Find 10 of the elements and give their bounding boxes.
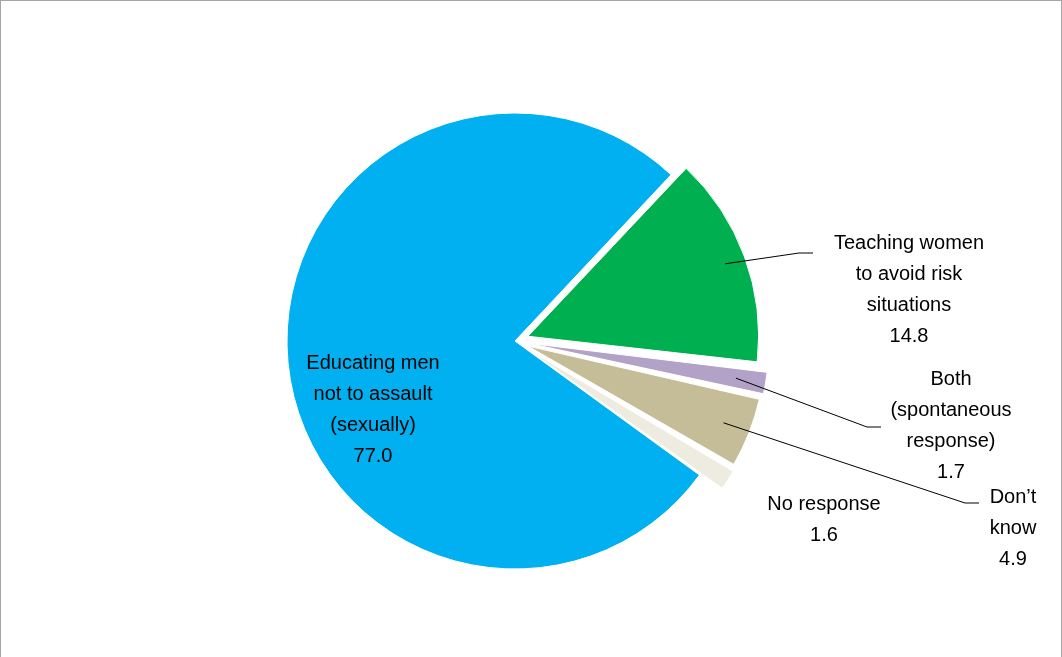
data-label: 1.6: [810, 522, 838, 545]
data-label: 4.9: [999, 546, 1027, 569]
data-label: 77.0: [353, 443, 393, 466]
slice-label: Don’t know: [989, 484, 1037, 538]
slice-label: Teaching women to avoid risk situations: [833, 230, 985, 315]
data-label: 1.7: [937, 459, 965, 482]
slice-label: Educating men not to assault (sexually): [306, 350, 440, 435]
data-label: 14.8: [889, 323, 929, 346]
slice-label: No response: [767, 491, 881, 514]
slice-label: Both (spontaneous response): [890, 366, 1012, 451]
